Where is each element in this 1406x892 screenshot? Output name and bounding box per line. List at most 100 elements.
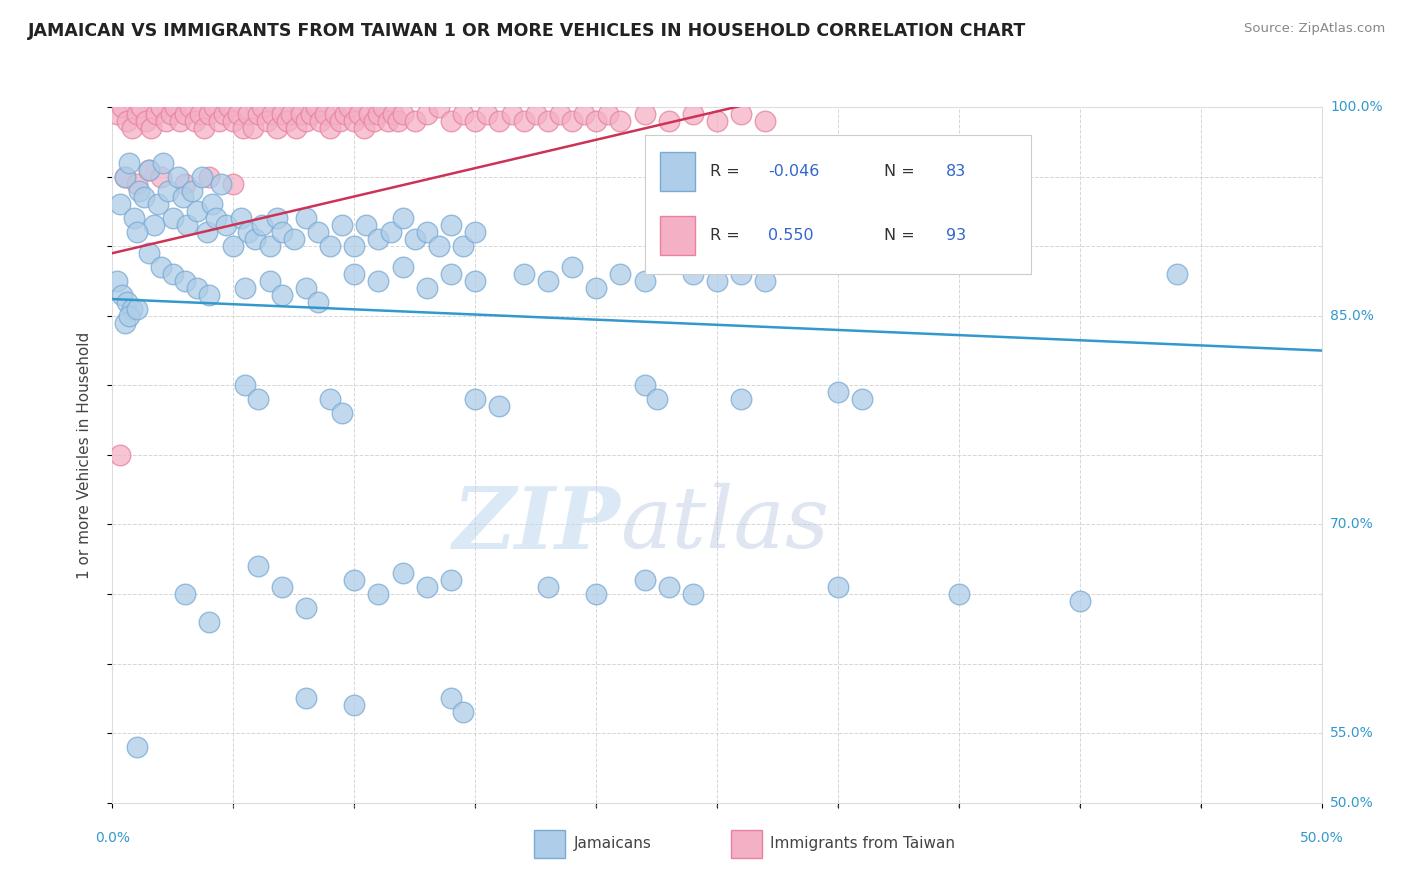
Point	[295, 211, 318, 226]
Point	[169, 114, 191, 128]
Point	[128, 184, 150, 198]
Point	[323, 107, 346, 121]
Point	[121, 120, 143, 135]
Point	[125, 177, 148, 191]
Point	[730, 392, 752, 407]
Point	[391, 211, 413, 226]
Point	[585, 114, 607, 128]
Point	[391, 260, 413, 274]
Text: N =: N =	[884, 163, 915, 178]
Point	[440, 114, 463, 128]
Point	[198, 107, 221, 121]
Text: -0.046: -0.046	[768, 163, 820, 178]
Point	[633, 573, 655, 587]
Point	[304, 100, 326, 114]
Point	[179, 100, 201, 114]
Point	[135, 114, 157, 128]
Point	[585, 587, 607, 601]
Point	[232, 120, 254, 135]
Point	[488, 114, 510, 128]
Point	[416, 580, 439, 594]
Point	[440, 267, 463, 281]
Point	[377, 114, 399, 128]
Point	[111, 100, 134, 114]
Text: Immigrants from Taiwan: Immigrants from Taiwan	[770, 837, 956, 851]
Point	[176, 219, 198, 233]
Point	[827, 580, 849, 594]
Point	[451, 107, 474, 121]
Point	[633, 274, 655, 288]
Point	[416, 107, 439, 121]
Point	[512, 267, 534, 281]
Point	[262, 107, 284, 121]
Point	[339, 100, 361, 114]
Point	[382, 107, 405, 121]
Point	[319, 239, 342, 253]
Y-axis label: 1 or more Vehicles in Household: 1 or more Vehicles in Household	[77, 331, 91, 579]
Point	[307, 294, 329, 309]
Point	[330, 406, 353, 420]
Point	[1069, 594, 1091, 608]
Point	[215, 219, 238, 233]
Point	[122, 211, 145, 226]
Point	[404, 232, 426, 246]
Point	[295, 691, 318, 706]
Text: 93: 93	[946, 227, 966, 243]
Point	[356, 219, 378, 233]
Point	[343, 573, 366, 587]
Point	[387, 114, 409, 128]
Point	[285, 120, 308, 135]
Point	[252, 100, 274, 114]
Point	[633, 378, 655, 392]
Point	[730, 267, 752, 281]
Point	[270, 288, 292, 302]
Point	[125, 301, 148, 316]
Text: N =: N =	[884, 227, 915, 243]
Point	[222, 177, 245, 191]
Point	[682, 107, 704, 121]
Point	[252, 219, 274, 233]
Point	[149, 100, 172, 114]
Point	[266, 120, 288, 135]
Point	[295, 601, 318, 615]
Point	[142, 219, 165, 233]
Point	[229, 211, 252, 226]
Point	[138, 246, 160, 260]
Point	[111, 288, 134, 302]
Point	[108, 197, 131, 211]
Point	[270, 580, 292, 594]
Point	[162, 267, 184, 281]
Point	[609, 114, 631, 128]
Point	[174, 274, 197, 288]
Point	[236, 225, 259, 239]
Text: 70.0%: 70.0%	[1330, 517, 1374, 532]
Point	[488, 399, 510, 413]
Point	[280, 107, 302, 121]
Point	[212, 107, 235, 121]
Point	[183, 114, 205, 128]
Text: Source: ZipAtlas.com: Source: ZipAtlas.com	[1244, 22, 1385, 36]
Point	[131, 100, 153, 114]
Text: 50.0%: 50.0%	[1330, 796, 1374, 810]
Point	[118, 309, 141, 323]
Bar	[659, 216, 695, 254]
Point	[464, 274, 486, 288]
Point	[524, 107, 547, 121]
Point	[333, 107, 356, 121]
Text: 55.0%: 55.0%	[1330, 726, 1374, 740]
Point	[391, 566, 413, 581]
Point	[754, 274, 776, 288]
Point	[205, 211, 228, 226]
Point	[259, 239, 281, 253]
Point	[416, 225, 439, 239]
Text: R =: R =	[710, 163, 740, 178]
Point	[148, 197, 170, 211]
Point	[827, 385, 849, 400]
Text: 0.550: 0.550	[768, 227, 814, 243]
Point	[198, 615, 221, 629]
Point	[235, 378, 257, 392]
Point	[141, 120, 163, 135]
Point	[202, 100, 225, 114]
Point	[218, 100, 240, 114]
Point	[256, 114, 278, 128]
